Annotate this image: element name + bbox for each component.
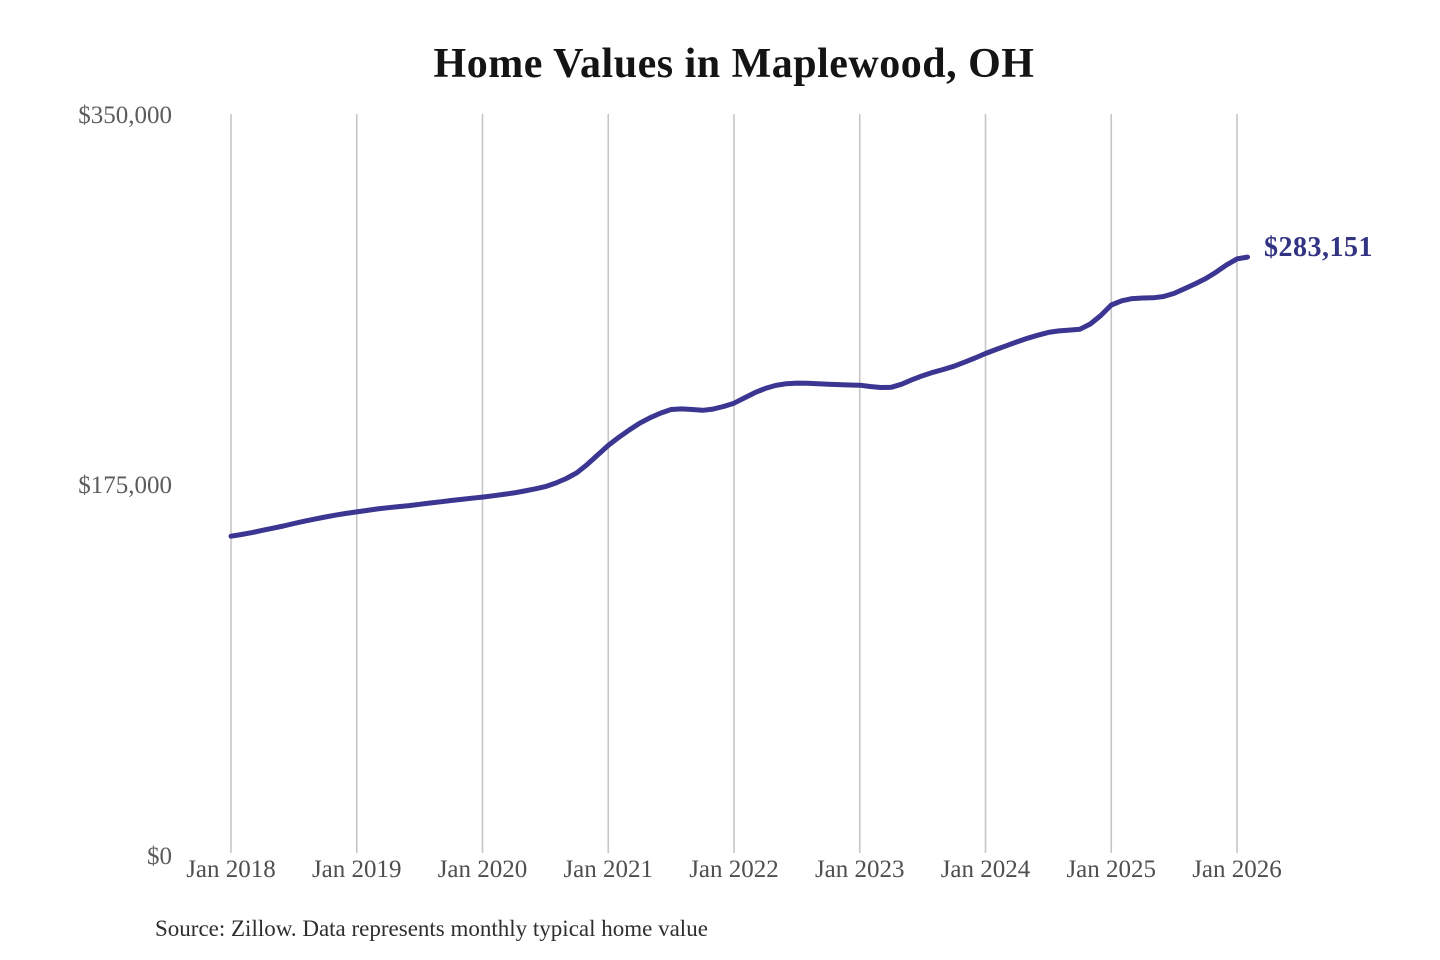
x-axis-label: Jan 2020: [437, 856, 528, 883]
x-axis-label: Jan 2026: [1192, 856, 1282, 883]
y-axis-label-175000: $175,000: [78, 472, 172, 499]
current-value-label: $283,151: [1264, 232, 1373, 263]
x-axis-label: Jan 2024: [940, 856, 1031, 883]
chart-title: Home Values in Maplewood, OH: [433, 41, 1035, 87]
x-axis-label: Jan 2021: [563, 856, 654, 883]
x-axis-label: Jan 2025: [1066, 856, 1157, 883]
x-axis-label: Jan 2023: [814, 856, 905, 883]
y-axis-label-0: $0: [147, 843, 172, 870]
source-note: Source: Zillow. Data represents monthly …: [155, 916, 708, 941]
x-axis-label: Jan 2018: [186, 856, 276, 883]
x-axis-label: Jan 2022: [689, 856, 779, 883]
y-axis-label-350000: $350,000: [78, 102, 172, 129]
x-axis-labels: Jan 2018 Jan 2019 Jan 2020 Jan 2021 Jan 2022…: [0, 856, 1440, 890]
home-value-line: [228, 254, 1250, 539]
x-axis-label: Jan 2019: [311, 856, 402, 883]
vertical-gridlines: [230, 114, 1238, 853]
